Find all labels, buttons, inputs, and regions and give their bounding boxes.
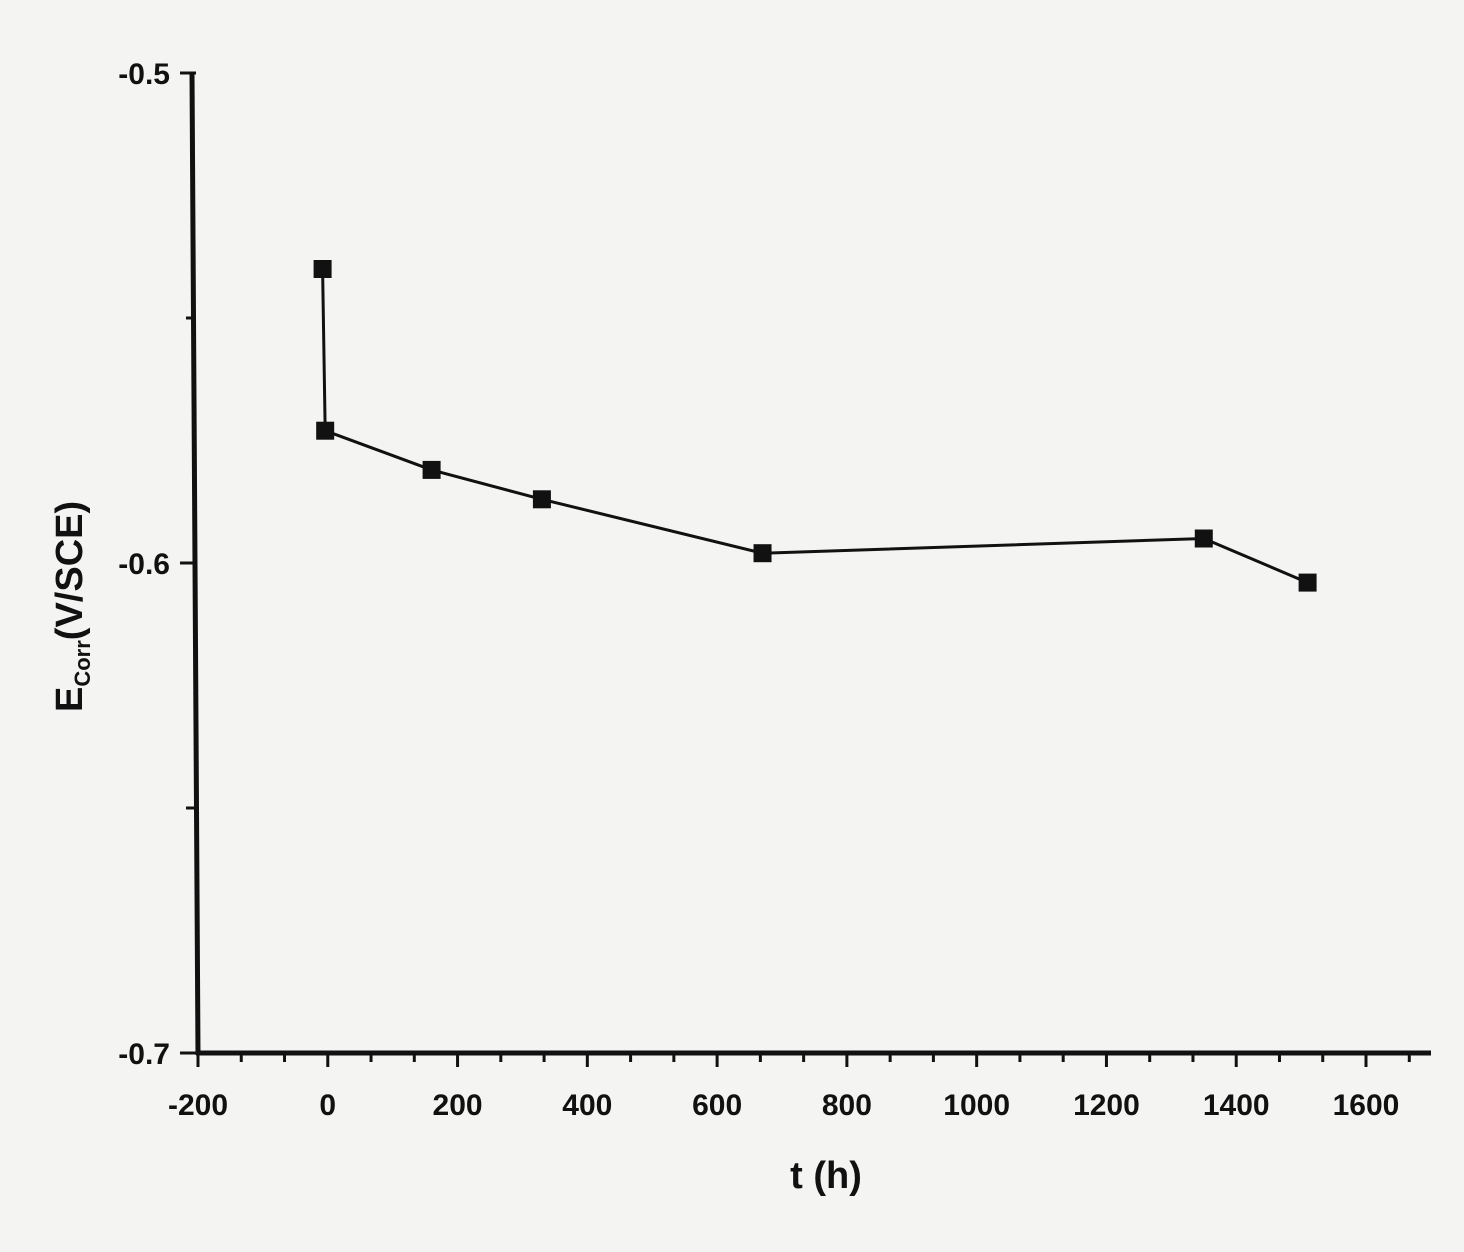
y-ticks: -0.5 -0.6 -0.7: [118, 58, 196, 1071]
y-tick-label: -0.7: [118, 1038, 170, 1071]
x-axis-title: t (h): [790, 1155, 862, 1197]
series: [313, 260, 1317, 592]
data-point-marker: [313, 260, 332, 278]
x-tick-label: 1000: [943, 1089, 1010, 1122]
x-tick-label: 400: [562, 1089, 612, 1122]
data-point-marker: [753, 544, 772, 563]
y-axis-title: ECorr(V/SCE): [49, 501, 95, 712]
data-point-marker: [1298, 573, 1317, 592]
data-point-marker: [422, 460, 441, 479]
x-tick-label: 1600: [1333, 1089, 1400, 1122]
x-tick-label: 0: [319, 1089, 336, 1122]
x-ticks: -200 0 200 400 600 800 1000 1200 1400 1600: [168, 1053, 1411, 1122]
x-tick-label: 1400: [1203, 1089, 1270, 1122]
x-tick-label: -200: [168, 1089, 228, 1122]
data-point-marker: [316, 421, 335, 440]
y-tick-label: -0.5: [118, 58, 170, 91]
y-axis-title-unit: (V/SCE): [49, 501, 91, 640]
x-tick-label: 200: [433, 1089, 483, 1122]
x-tick-label: 600: [692, 1089, 742, 1122]
data-point-marker: [532, 490, 551, 509]
x-tick-label: 800: [822, 1089, 872, 1122]
series-line: [321, 268, 1309, 584]
data-point-marker: [1194, 529, 1213, 548]
y-tick-label: -0.6: [118, 548, 170, 581]
y-axis-title-subscript: Corr: [70, 640, 95, 687]
x-tick-label: 1200: [1073, 1089, 1140, 1122]
y-axis-title-main: E: [49, 687, 91, 712]
axes: [189, 72, 1431, 1056]
